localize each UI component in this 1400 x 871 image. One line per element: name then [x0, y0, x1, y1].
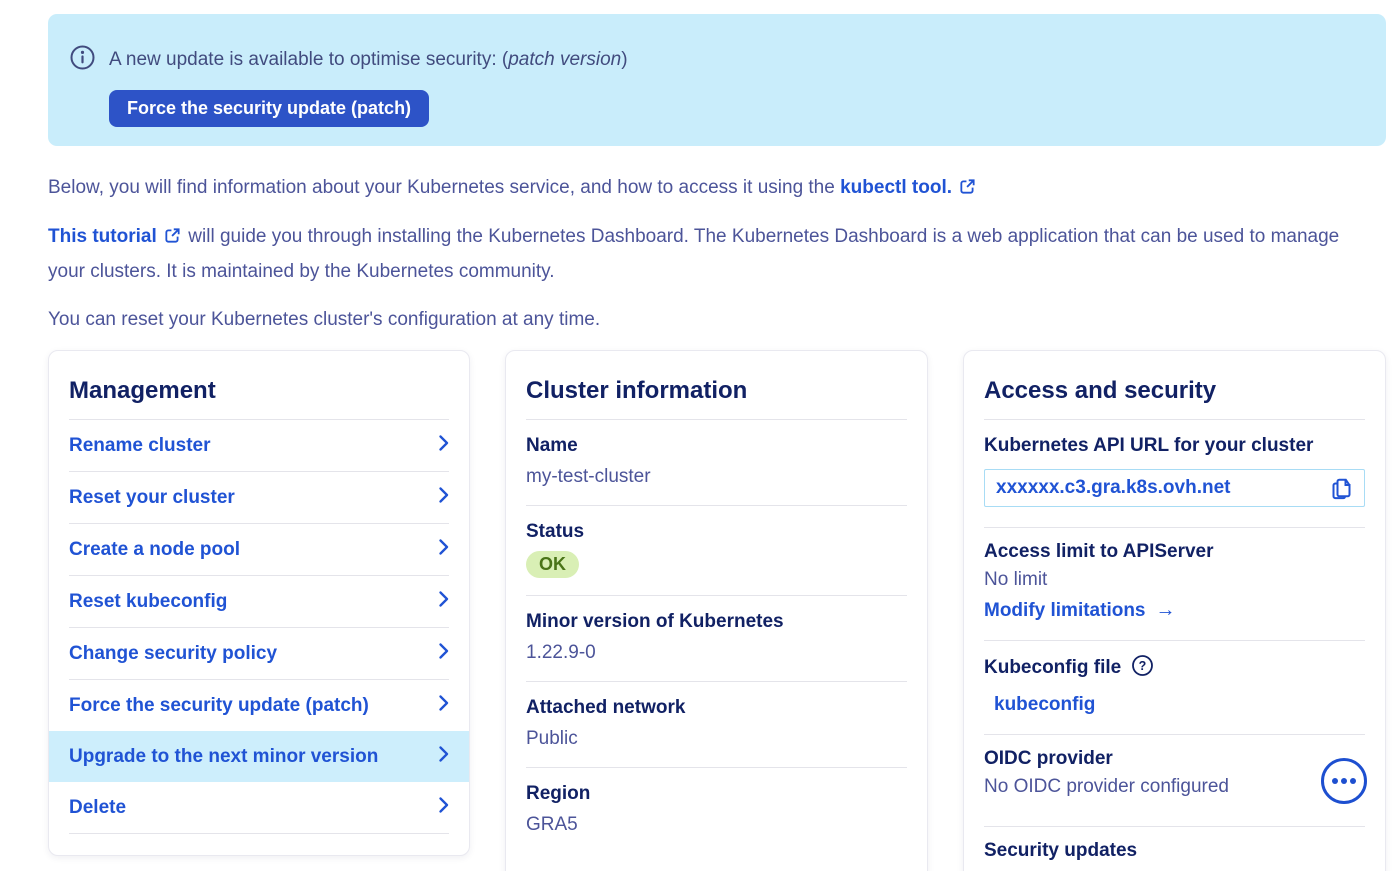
access-security-card: Access and security Kubernetes API URL f…	[963, 350, 1386, 871]
attached-network-value: Public	[526, 728, 578, 749]
cluster-name-value: my-test-cluster	[526, 466, 651, 487]
divider	[69, 833, 449, 834]
management-item-force-security-update[interactable]: Force the security update (patch)	[49, 680, 469, 731]
chevron-right-icon	[439, 643, 449, 664]
management-item-delete[interactable]: Delete	[49, 782, 469, 833]
divider	[984, 734, 1365, 735]
management-card-title: Management	[69, 377, 216, 404]
external-link-icon	[959, 173, 976, 206]
intro-paragraph-tutorial: This tutorial will guide you through ins…	[48, 220, 1360, 288]
management-card: Management Rename cluster Reset your clu…	[48, 350, 470, 856]
chevron-right-icon	[439, 591, 449, 612]
chevron-right-icon	[439, 695, 449, 716]
region-value: GRA5	[526, 814, 578, 835]
tutorial-link[interactable]: This tutorial	[48, 226, 157, 247]
arrow-right-icon: →	[1155, 599, 1176, 621]
api-url-value: xxxxxx.c3.gra.k8s.ovh.net	[996, 477, 1231, 498]
copy-icon[interactable]	[1330, 475, 1353, 501]
divider	[69, 679, 449, 680]
divider	[526, 681, 907, 682]
access-limit-value: No limit	[984, 569, 1048, 590]
svg-text:?: ?	[1139, 659, 1147, 673]
cluster-information-card-title: Cluster information	[526, 377, 748, 404]
minor-version-value: 1.22.9-0	[526, 642, 596, 663]
management-item-upgrade-minor-version[interactable]: Upgrade to the next minor version	[49, 731, 469, 782]
section-api-url: Kubernetes API URL for your cluster xxxx…	[964, 420, 1385, 527]
divider	[526, 505, 907, 506]
chevron-right-icon	[439, 797, 449, 818]
intro-paragraph-kubectl: Below, you will find information about y…	[48, 171, 1360, 206]
section-security-updates: Security updates	[984, 840, 1138, 861]
divider	[69, 471, 449, 472]
divider	[69, 575, 449, 576]
management-item-rename-cluster[interactable]: Rename cluster	[49, 420, 469, 471]
divider	[984, 640, 1365, 641]
chevron-right-icon	[439, 435, 449, 456]
divider	[69, 419, 449, 420]
divider	[526, 767, 907, 768]
section-access-limit: Access limit to APIServer No limit Modif…	[964, 528, 1385, 640]
kubeconfig-link[interactable]: kubeconfig	[994, 694, 1096, 715]
management-item-reset-cluster[interactable]: Reset your cluster	[49, 472, 469, 523]
cluster-information-card: Cluster information Name my-test-cluster…	[505, 350, 928, 871]
modify-limitations-link[interactable]: Modify limitations →	[984, 599, 1176, 621]
banner-message: A new update is available to optimise se…	[109, 49, 628, 70]
section-oidc: OIDC provider No OIDC provider configure…	[964, 735, 1385, 826]
info-icon	[70, 45, 95, 75]
ellipsis-menu-icon[interactable]	[1321, 757, 1367, 804]
api-url-field[interactable]: xxxxxx.c3.gra.k8s.ovh.net	[984, 469, 1365, 507]
field-minor-version: Minor version of Kubernetes 1.22.9-0	[506, 596, 927, 681]
field-name: Name my-test-cluster	[506, 420, 927, 505]
field-region: Region GRA5	[506, 768, 927, 853]
question-circle-icon[interactable]: ?	[1131, 654, 1154, 682]
oidc-value: No OIDC provider configured	[984, 776, 1229, 797]
section-kubeconfig: Kubeconfig file ? kubeconfig	[964, 641, 1385, 734]
management-item-create-node-pool[interactable]: Create a node pool	[49, 524, 469, 575]
field-status: Status OK	[506, 506, 927, 595]
management-item-change-security-policy[interactable]: Change security policy	[49, 628, 469, 679]
divider	[984, 826, 1365, 827]
divider	[984, 527, 1365, 528]
divider	[526, 595, 907, 596]
kubectl-tool-link[interactable]: kubectl tool.	[840, 177, 953, 198]
chevron-right-icon	[439, 539, 449, 560]
chevron-right-icon	[439, 487, 449, 508]
divider	[69, 523, 449, 524]
force-security-update-button[interactable]: Force the security update (patch)	[109, 90, 430, 127]
management-item-reset-kubeconfig[interactable]: Reset kubeconfig	[49, 576, 469, 627]
chevron-right-icon	[439, 746, 449, 767]
field-attached-network: Attached network Public	[506, 682, 927, 767]
divider	[526, 419, 907, 420]
status-badge: OK	[526, 551, 579, 578]
intro-paragraph-reset: You can reset your Kubernetes cluster's …	[48, 309, 601, 330]
external-link-icon	[164, 222, 181, 255]
access-security-card-title: Access and security	[984, 377, 1217, 404]
divider	[69, 627, 449, 628]
security-update-banner: A new update is available to optimise se…	[48, 14, 1386, 146]
divider	[984, 419, 1365, 420]
